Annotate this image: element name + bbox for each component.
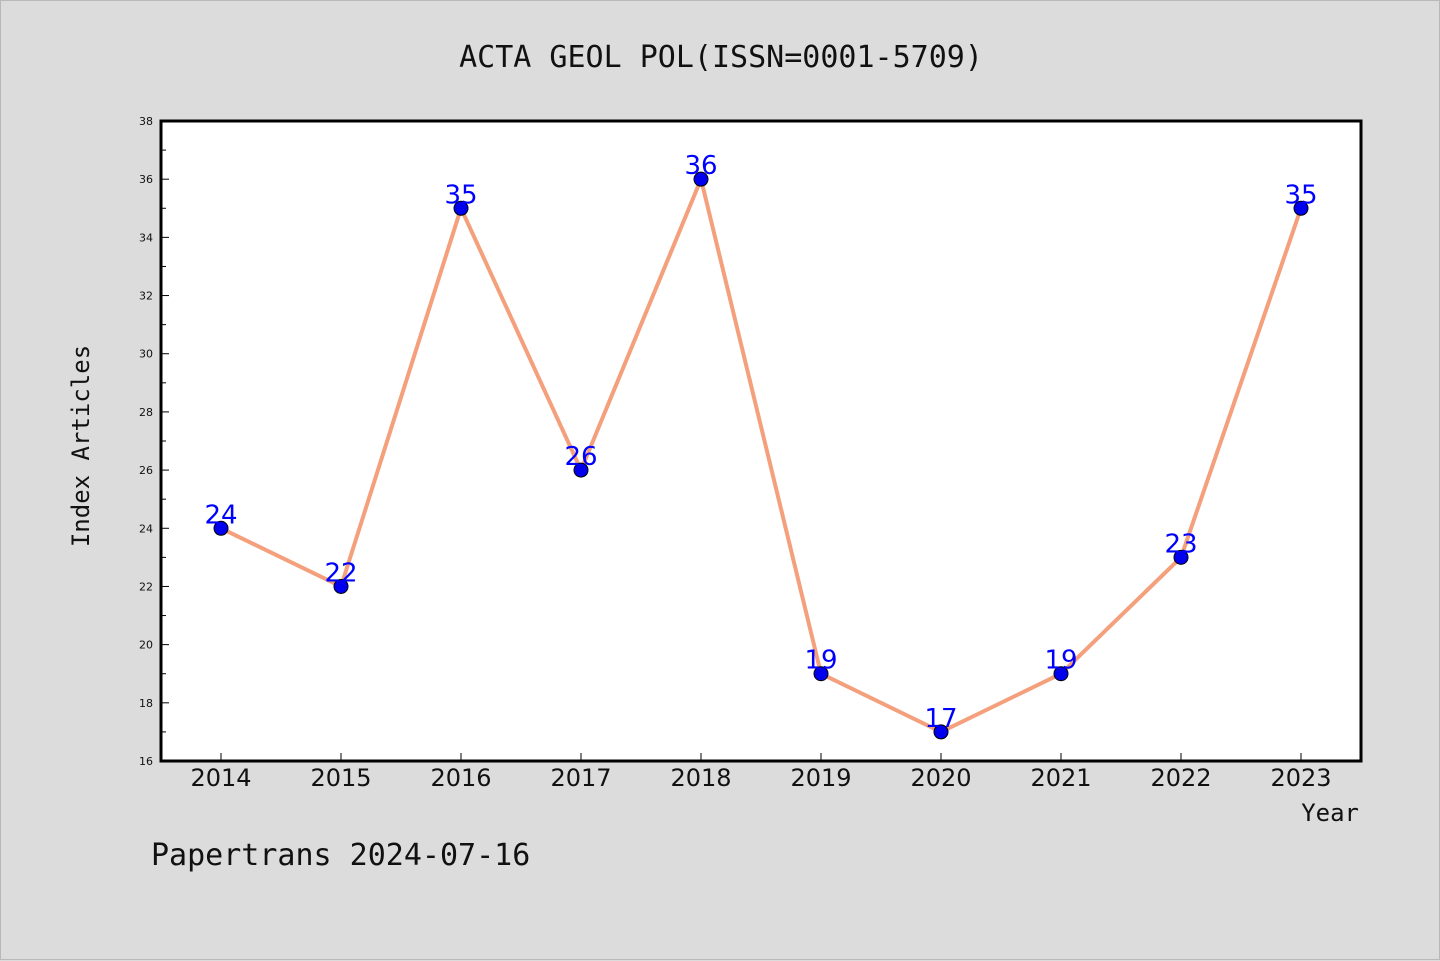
data-point: [1053, 666, 1069, 682]
data-point: [333, 578, 349, 594]
y-tick-label: 26: [139, 464, 153, 477]
data-point: [573, 462, 589, 478]
x-tick-label: 2017: [550, 764, 611, 792]
y-tick-label: 38: [139, 115, 153, 128]
data-point: [813, 666, 829, 682]
chart-title: ACTA GEOL POL(ISSN=0001-5709): [459, 40, 983, 75]
data-label: 26: [564, 442, 597, 472]
data-point: [453, 200, 469, 216]
x-axis-label: Year: [1301, 799, 1359, 827]
series-line: [220, 177, 1303, 734]
x-tick-label: 2018: [670, 764, 731, 792]
x-tick-label: 2020: [910, 764, 971, 792]
x-tick-label: 2022: [1150, 764, 1211, 792]
data-labels: 24 22 35 26 36 19 17 19 23 35: [204, 151, 1317, 734]
data-label: 35: [1284, 180, 1317, 210]
series-group: [213, 171, 1309, 740]
data-label: 19: [804, 646, 837, 676]
y-tick-label: 30: [139, 348, 153, 361]
y-axis-label: Index Articles: [67, 345, 95, 547]
data-point: [1293, 200, 1309, 216]
footer-text: Papertrans 2024-07-16: [151, 838, 530, 873]
x-tick-label: 2015: [310, 764, 371, 792]
data-label: 36: [684, 151, 717, 181]
y-axis: 16 18 20 22 24 26 28 30 32 34 36 38: [139, 115, 169, 768]
data-label: 35: [444, 180, 477, 210]
data-point: [213, 520, 229, 536]
y-tick-label: 20: [139, 639, 153, 652]
data-label: 23: [1164, 529, 1197, 559]
x-tick-label: 2016: [430, 764, 491, 792]
y-tick-label: 28: [139, 406, 153, 419]
y-tick-label: 34: [139, 231, 153, 244]
x-tick-label: 2014: [190, 764, 251, 792]
data-point: [693, 171, 709, 187]
y-tick-label: 36: [139, 173, 153, 186]
data-label: 17: [924, 704, 957, 734]
data-point: [1173, 549, 1189, 565]
x-axis: 2014 2015 2016 2017 2018 2019 2020 2021 2022 2023: [190, 753, 1332, 792]
y-tick-label: 32: [139, 290, 153, 303]
data-label: 22: [324, 558, 357, 588]
data-point: [933, 724, 949, 740]
x-tick-label: 2023: [1270, 764, 1331, 792]
y-tick-label: 24: [139, 522, 153, 535]
plot-area: [159, 119, 1363, 763]
y-tick-label: 18: [139, 697, 153, 710]
x-tick-label: 2019: [790, 764, 851, 792]
data-label: 24: [204, 500, 237, 530]
y-tick-label: 22: [139, 580, 153, 593]
x-tick-label: 2021: [1030, 764, 1091, 792]
y-tick-label: 16: [139, 755, 153, 768]
data-label: 19: [1044, 646, 1077, 676]
